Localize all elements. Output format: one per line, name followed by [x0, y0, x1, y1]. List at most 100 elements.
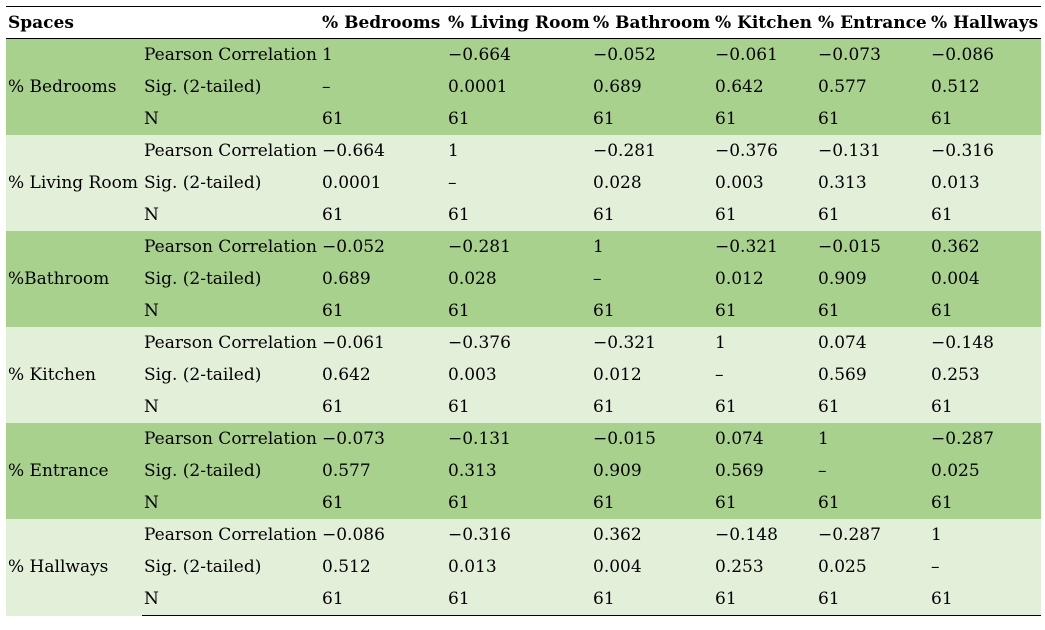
value-cell: 61 [446, 391, 591, 423]
value-cell: 0.025 [929, 455, 1041, 487]
value-cell: 0.0001 [320, 167, 446, 199]
header-spaces: Spaces [6, 6, 142, 39]
value-cell: 0.013 [446, 551, 591, 583]
value-cell: 61 [591, 199, 713, 231]
value-cell: −0.281 [591, 135, 713, 167]
value-cell: −0.287 [816, 519, 929, 551]
value-cell: 0.012 [713, 263, 816, 295]
value-cell: 61 [929, 391, 1041, 423]
value-cell: −0.052 [591, 38, 713, 71]
value-cell: 61 [446, 295, 591, 327]
value-cell: 1 [446, 135, 591, 167]
header-kitchen: % Kitchen [713, 6, 816, 39]
value-cell: −0.015 [816, 231, 929, 263]
statistic-label: Sig. (2-tailed) [142, 359, 320, 391]
value-cell: 0.577 [320, 455, 446, 487]
value-cell: 0.004 [929, 263, 1041, 295]
value-cell: 0.689 [591, 71, 713, 103]
statistic-label: N [142, 391, 320, 423]
table-body: % Bedrooms Pearson Correlation 1 −0.664 −0.0… [6, 38, 1041, 616]
value-cell: 61 [816, 295, 929, 327]
value-cell: 0.642 [320, 359, 446, 391]
table-row: % Entrance Pearson Correlation −0.073 −0.13… [6, 423, 1041, 519]
value-cell: – [591, 263, 713, 295]
value-cell: 0.512 [320, 551, 446, 583]
statistic-label: Sig. (2-tailed) [142, 455, 320, 487]
header-bedrooms: % Bedrooms [320, 6, 446, 39]
table-row: %Bathroom Pearson Correlation −0.052 −0.281… [6, 231, 1041, 327]
value-cell: 61 [446, 199, 591, 231]
table-row: N 61 61 61 61 61 61 [6, 295, 1041, 327]
value-cell: −0.664 [320, 135, 446, 167]
value-cell: – [816, 455, 929, 487]
value-cell: 0.003 [446, 359, 591, 391]
table-row: Sig. (2-tailed) 0.577 0.313 0.909 0.569–0.02… [6, 455, 1041, 487]
table-row: % Bedrooms Pearson Correlation 1 −0.664 −0.0… [6, 38, 1041, 135]
statistic-label: Sig. (2-tailed) [142, 551, 320, 583]
value-cell: 0.577 [816, 71, 929, 103]
value-cell: 61 [929, 487, 1041, 519]
header-statistic [142, 6, 320, 39]
value-cell: – [713, 359, 816, 391]
value-cell: −0.073 [816, 38, 929, 71]
value-cell: 61 [816, 583, 929, 616]
value-cell: – [929, 551, 1041, 583]
table-row: % Hallways Pearson Correlation −0.086 −0.31… [6, 519, 1041, 616]
value-cell: 0.0001 [446, 71, 591, 103]
table-row: Sig. (2-tailed) 0.0001–0.028 0.003 0.313 0.0… [6, 167, 1041, 199]
value-cell: 61 [713, 487, 816, 519]
space-label: % Hallways [6, 519, 142, 616]
value-cell: 1 [929, 519, 1041, 551]
value-cell: 61 [713, 391, 816, 423]
value-cell: 61 [320, 391, 446, 423]
statistic-label: N [142, 295, 320, 327]
value-cell: 1 [591, 231, 713, 263]
value-cell: 0.074 [816, 327, 929, 359]
value-cell: −0.086 [320, 519, 446, 551]
value-cell: −0.376 [446, 327, 591, 359]
value-cell: 61 [713, 583, 816, 616]
value-cell: 0.313 [446, 455, 591, 487]
statistic-label: Sig. (2-tailed) [142, 71, 320, 103]
header-hallways: % Hallways [929, 6, 1041, 39]
value-cell: 0.689 [320, 263, 446, 295]
header-row: Spaces % Bedrooms % Living Room % Bathro… [6, 6, 1041, 39]
value-cell: −0.131 [816, 135, 929, 167]
statistic-label: Sig. (2-tailed) [142, 263, 320, 295]
value-cell: 1 [320, 38, 446, 71]
table-row: % Kitchen Pearson Correlation −0.061 −0.376… [6, 327, 1041, 423]
value-cell: −0.148 [713, 519, 816, 551]
value-cell: – [320, 71, 446, 103]
value-cell: 61 [591, 487, 713, 519]
value-cell: 61 [591, 391, 713, 423]
value-cell: −0.321 [591, 327, 713, 359]
value-cell: 61 [713, 199, 816, 231]
value-cell: 61 [816, 199, 929, 231]
table-row: N 61 61 61 61 61 61 [6, 487, 1041, 519]
value-cell: 0.253 [929, 359, 1041, 391]
space-label: % Bedrooms [6, 38, 142, 135]
value-cell: 61 [929, 295, 1041, 327]
value-cell: 61 [713, 295, 816, 327]
correlation-table-container: Spaces % Bedrooms % Living Room % Bathro… [6, 6, 1041, 616]
value-cell: 61 [591, 103, 713, 135]
table-row: N 61 61 61 61 61 61 [6, 103, 1041, 135]
value-cell: 0.569 [713, 455, 816, 487]
space-label: % Living Room [6, 135, 142, 231]
statistic-label: Pearson Correlation [142, 423, 320, 455]
value-cell: 61 [320, 295, 446, 327]
table-row: Sig. (2-tailed) –0.0001 0.689 0.642 0.577 0.5… [6, 71, 1041, 103]
value-cell: 61 [713, 103, 816, 135]
space-label: % Kitchen [6, 327, 142, 423]
statistic-label: Pearson Correlation [142, 519, 320, 551]
value-cell: 61 [591, 295, 713, 327]
statistic-label: Pearson Correlation [142, 38, 320, 71]
value-cell: 61 [929, 583, 1041, 616]
value-cell: −0.148 [929, 327, 1041, 359]
value-cell: 61 [929, 103, 1041, 135]
value-cell: 0.025 [816, 551, 929, 583]
value-cell: 61 [446, 487, 591, 519]
value-cell: 61 [816, 103, 929, 135]
table-row: N 61 61 61 61 61 61 [6, 391, 1041, 423]
value-cell: 61 [320, 487, 446, 519]
